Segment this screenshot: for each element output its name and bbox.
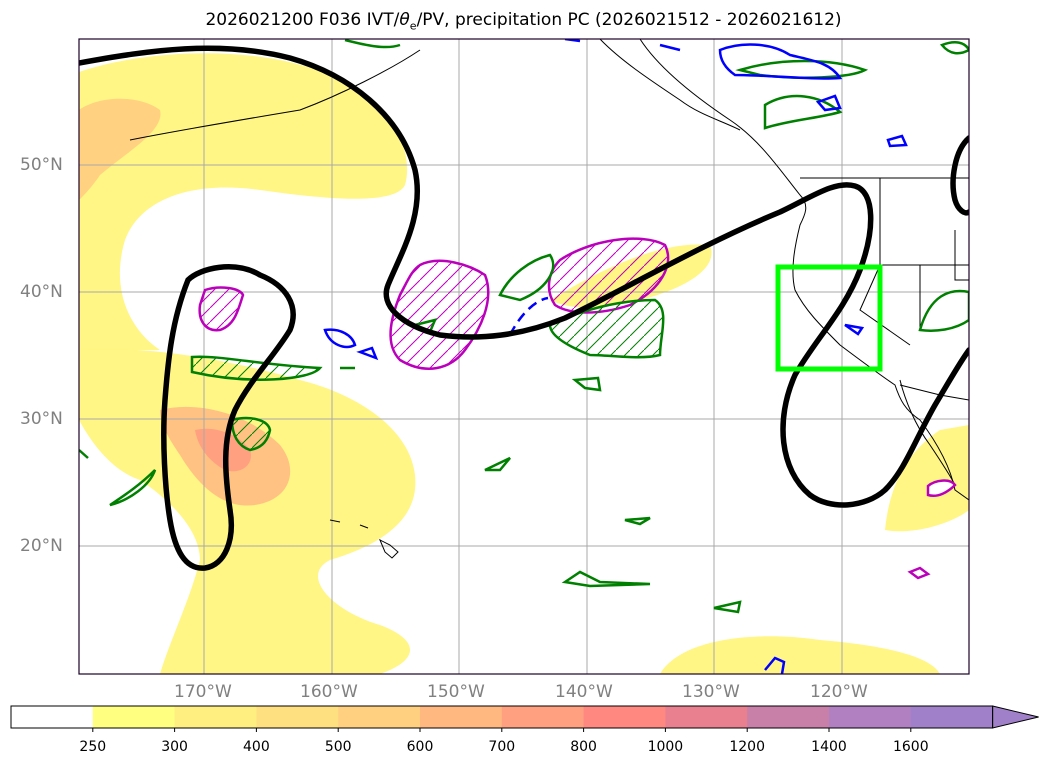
precip-area-5 — [907, 566, 931, 580]
theta-e-contour-4 — [230, 416, 272, 452]
theta-e-neg-6 — [886, 134, 908, 148]
theta-e-neg-9 — [844, 323, 865, 336]
colorbar-segment — [583, 706, 666, 728]
colorbar-tick-label: 600 — [406, 739, 434, 755]
theta-e-contour-7 — [571, 376, 602, 392]
lon-label-120w: 120°W — [810, 682, 868, 702]
colorbar-segment — [501, 706, 585, 728]
colorbar-tick-label: 1600 — [892, 739, 929, 755]
map-title: 2026021200 F036 IVT/θe/PV, precipitation… — [0, 10, 1047, 32]
lon-label-160w: 160°W — [300, 682, 358, 702]
colorbar-tick-label: 1400 — [811, 739, 847, 755]
title-theta: θ — [399, 10, 410, 30]
title-sub: e — [409, 19, 417, 33]
theta-e-contour-17 — [79, 449, 89, 459]
theta-e-contour-1 — [498, 253, 555, 302]
lat-label-20n: 20°N — [20, 536, 63, 556]
coast-north-america — [639, 39, 969, 501]
lat-label-30n: 30°N — [20, 409, 63, 429]
colorbar-tick-label: 1200 — [729, 739, 766, 755]
theta-e-contour-3 — [190, 355, 323, 381]
theta-e-contour-10 — [713, 600, 742, 614]
title-rest: /PV, precipitation PC (2026021512 - 2026… — [416, 10, 842, 30]
colorbar-tick-label: 400 — [243, 739, 270, 755]
colorbar-segment — [256, 706, 339, 728]
ivt-region-north-pacific — [79, 53, 408, 350]
graticule — [79, 39, 969, 674]
theta-e-contour-9 — [561, 570, 651, 588]
pv-contour-main — [79, 45, 969, 508]
precip-area-3 — [198, 286, 245, 332]
theta-e-neg-2 — [356, 346, 379, 361]
map-border — [78, 38, 970, 675]
theta-e-contour-15 — [344, 39, 401, 49]
precip-hatched — [198, 237, 957, 580]
lon-label-140w: 140°W — [555, 682, 613, 702]
lon-label-130w: 130°W — [682, 682, 740, 702]
pv-contour-east-edge — [950, 135, 969, 216]
ivt-core-north — [79, 98, 161, 200]
colorbar-extend-arrow — [992, 705, 1039, 729]
theta-e-contour-12 — [763, 94, 843, 130]
precip-area-4 — [926, 479, 957, 497]
colorbar-segment — [747, 706, 830, 728]
theta-e-contour-5 — [109, 469, 157, 507]
theta-e-contour-14 — [939, 41, 969, 55]
lat-label-40n: 40°N — [20, 282, 63, 302]
theta-e-neg-5 — [815, 94, 842, 112]
target-region-box — [775, 264, 883, 372]
ivt-region-south — [660, 636, 940, 674]
lon-label-170w: 170°W — [174, 682, 232, 702]
coast-hawaii — [329, 519, 399, 559]
theta-e-neg-4 — [718, 43, 843, 80]
theta-e-neg-3 — [508, 296, 549, 336]
theta-e-contour-6 — [484, 456, 511, 472]
colorbar-segment — [174, 706, 257, 728]
colorbar-segment — [910, 706, 994, 728]
theta-e-neg-1 — [323, 328, 357, 349]
colorbar-tick-label: 700 — [488, 739, 516, 755]
colorbar-tick-label: 250 — [79, 739, 107, 755]
pv-contour — [79, 45, 969, 571]
coast-aleutians — [129, 49, 421, 141]
colorbar-tick-label: 300 — [161, 739, 188, 755]
colorbar — [10, 705, 1039, 732]
theta-e-contour-8 — [624, 516, 651, 526]
pv-contour-loop — [161, 264, 296, 571]
precip-area-1 — [389, 259, 490, 370]
colorbar-segment — [829, 706, 912, 728]
lon-label-150w: 150°W — [427, 682, 485, 702]
colorbar-tick-label: 500 — [324, 739, 352, 755]
coast-baja — [899, 379, 956, 486]
colorbar-segment — [420, 706, 503, 728]
lat-label-50n: 50°N — [20, 155, 63, 175]
coast-alaska-panhandle — [599, 39, 741, 131]
colorbar-segment — [11, 706, 94, 728]
theta-e-neg-7 — [764, 656, 786, 674]
ivt-region-mexico — [885, 425, 969, 532]
title-run: 2026021200 F036 IVT/ — [205, 10, 400, 30]
colorbar-tick-label: 1000 — [647, 739, 684, 755]
colorbar-segment — [92, 706, 176, 728]
colorbar-segment — [665, 706, 748, 728]
theta-e-contour-11 — [918, 289, 969, 332]
colorbar-tick-label: 800 — [570, 739, 597, 755]
colorbar-segment — [338, 706, 421, 728]
